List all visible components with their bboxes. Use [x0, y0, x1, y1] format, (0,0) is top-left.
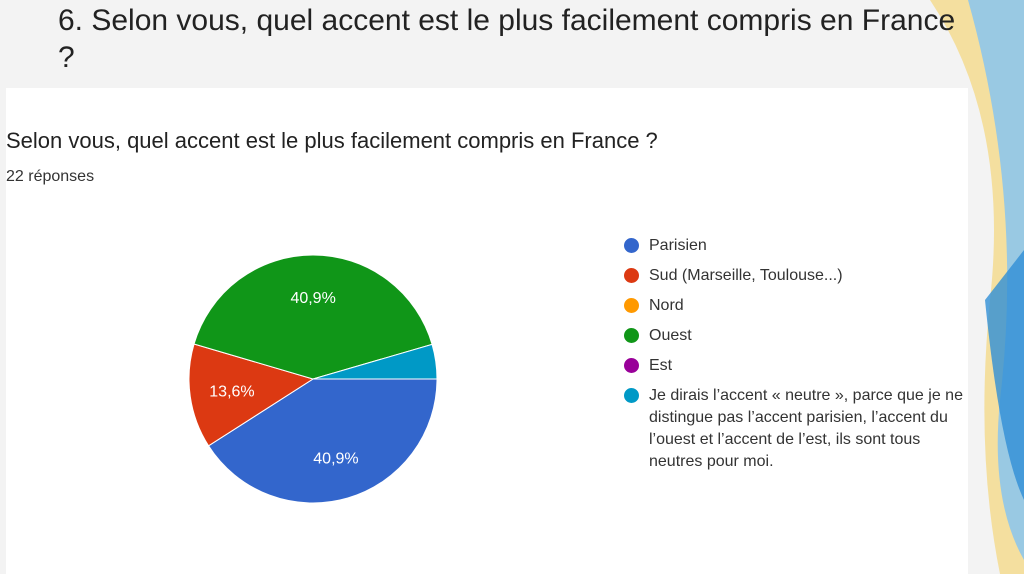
response-count: 22 réponses [6, 168, 95, 185]
legend-label: Ouest [649, 327, 692, 344]
legend-swatch [624, 268, 639, 283]
legend-label: Sud (Marseille, Toulouse...) [649, 267, 843, 284]
pie-slice-3 [193, 254, 433, 380]
legend-label: Parisien [649, 237, 707, 254]
pie-data-label-1: 13,6% [209, 384, 254, 401]
pie-slice-1 [188, 343, 315, 447]
pie-data-label-3: 40,9% [290, 290, 335, 307]
legend-item: Nord [624, 295, 964, 317]
legend-label: Est [649, 357, 673, 374]
legend-swatch [624, 238, 639, 253]
legend-item: Est [624, 355, 964, 377]
chart-title: Selon vous, quel accent est le plus faci… [6, 128, 658, 153]
chart-panel: Selon vous, quel accent est le plus faci… [6, 88, 968, 574]
legend-item: Je dirais l’accent « neutre », parce que… [624, 385, 964, 473]
pie-data-label-0: 40,9% [313, 451, 358, 468]
legend-label: Je dirais l’accent « neutre », parce que… [649, 387, 963, 470]
legend-swatch [624, 298, 639, 313]
legend-swatch [624, 358, 639, 373]
legend-swatch [624, 328, 639, 343]
legend-label: Nord [649, 297, 684, 314]
chart-legend: Parisien Sud (Marseille, Toulouse...) Nord… [624, 235, 964, 481]
legend-item: Sud (Marseille, Toulouse...) [624, 265, 964, 287]
pie-slice-5 [312, 343, 438, 380]
slide-title: 6. Selon vous, quel accent est le plus f… [58, 4, 956, 74]
pie-slice-0 [207, 378, 438, 504]
legend-item: Parisien [624, 235, 964, 257]
legend-swatch [624, 388, 639, 403]
legend-item: Ouest [624, 325, 964, 347]
pie-chart: 40,9% 13,6% 40,9% [188, 254, 438, 504]
